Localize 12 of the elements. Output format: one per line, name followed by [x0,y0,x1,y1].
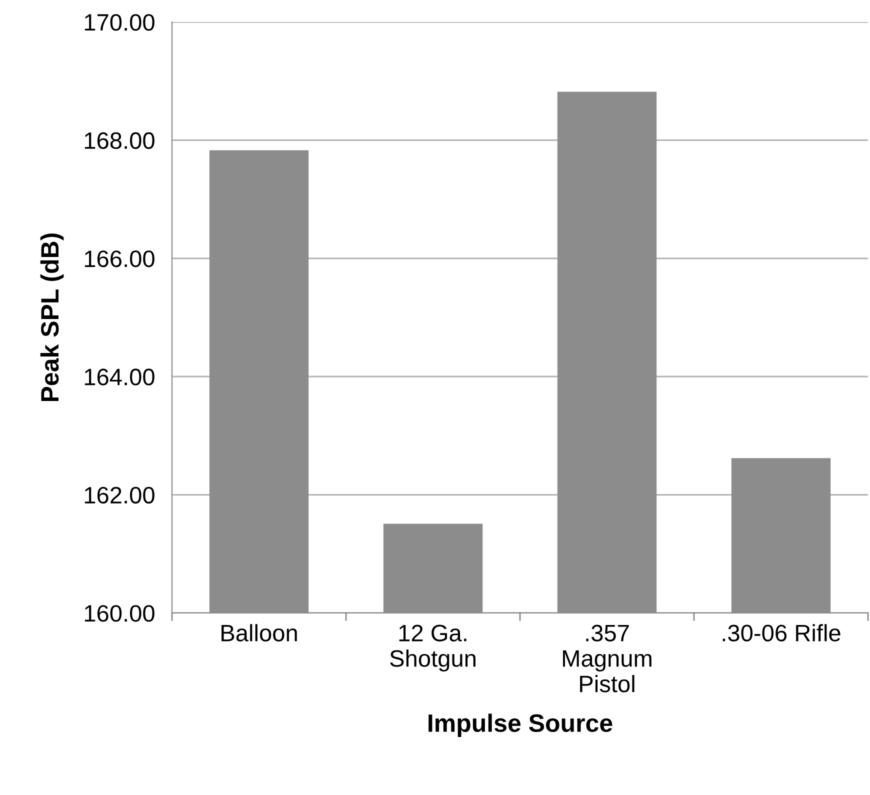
y-tick-label: 162.00 [84,486,154,504]
x-tick-label: .30-06 Rifle [722,624,840,642]
x-axis-title: Impulse Source [428,714,612,737]
y-tick-label: 168.00 [84,132,154,149]
y-tick-label: 160.00 [84,605,154,622]
x-tick-label: Balloon [222,624,297,642]
x-tick-label: 12 Ga. Shotgun [390,624,476,672]
y-tick-label: 170.00 [84,14,154,31]
y-axis-title: Peak SPL (dB) [40,234,64,402]
x-tick-label: .357 Magnum Pistol [563,624,652,692]
y-tick-label: 166.00 [84,250,154,268]
y-tick-label: 164.00 [84,368,154,386]
